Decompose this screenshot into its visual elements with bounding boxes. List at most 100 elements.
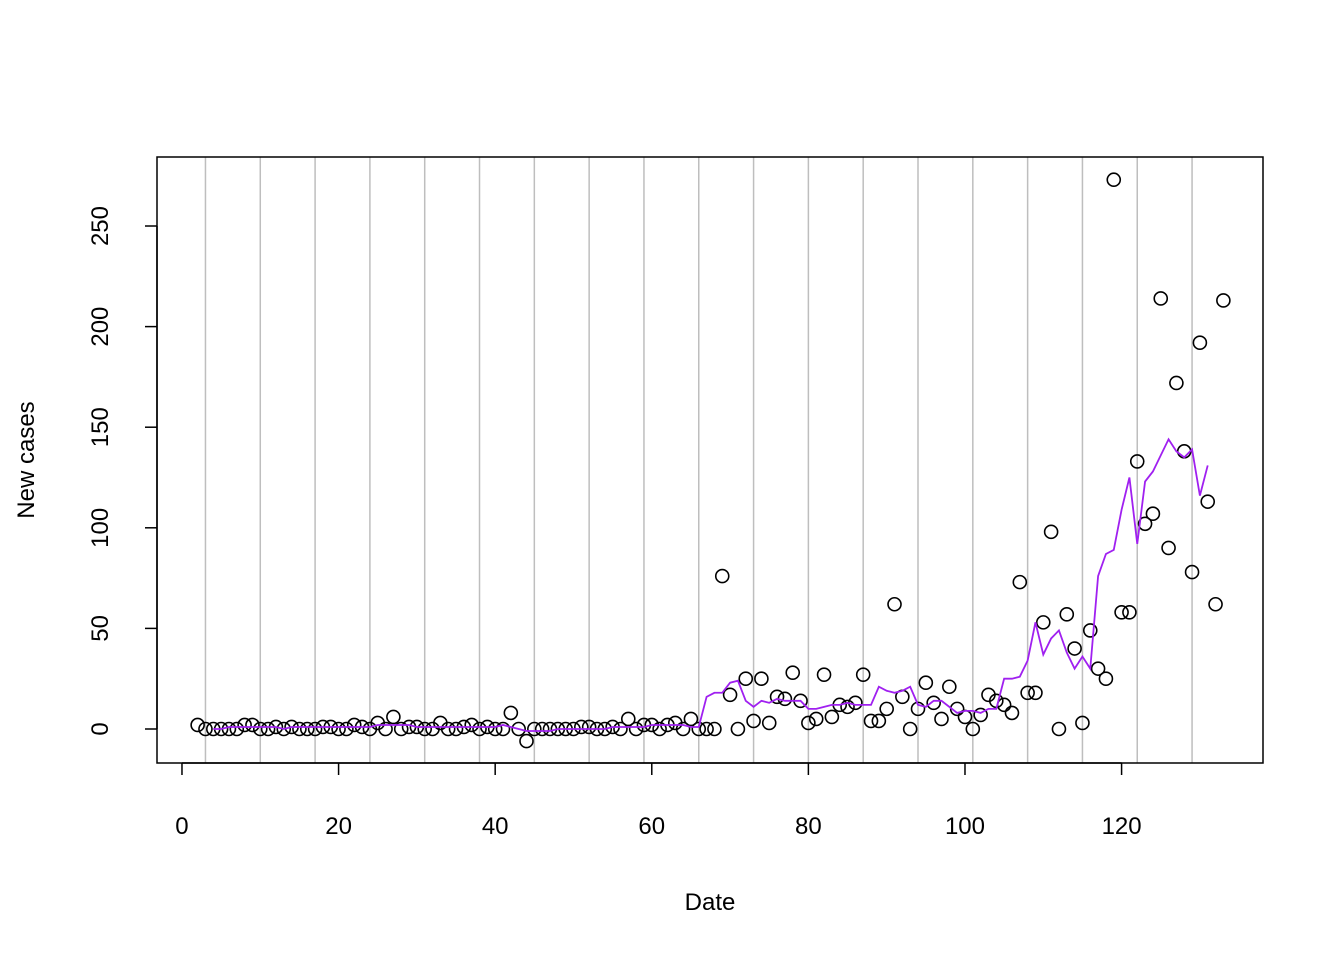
data-point — [1145, 506, 1161, 522]
data-point — [472, 721, 487, 737]
x-axis-label: Date — [685, 889, 736, 916]
data-point — [1176, 444, 1192, 459]
data-point — [331, 721, 346, 737]
data-point — [299, 721, 315, 737]
data-point — [1051, 721, 1067, 737]
data-point — [699, 721, 714, 737]
data-point — [691, 721, 707, 737]
data-point — [1200, 494, 1216, 509]
data-point — [1012, 574, 1028, 590]
data-point — [1059, 607, 1075, 622]
data-point — [1098, 671, 1114, 686]
x-tick-label: 20 — [325, 813, 352, 840]
data-point — [738, 671, 754, 686]
data-point — [1153, 291, 1169, 306]
data-point — [683, 711, 699, 727]
data-point — [198, 721, 213, 737]
data-point — [816, 667, 832, 682]
y-tick-label: 100 — [87, 508, 114, 548]
x-tick-label: 100 — [945, 813, 985, 840]
data-point — [1137, 516, 1153, 532]
data-point — [1020, 685, 1035, 701]
data-point — [393, 721, 409, 737]
data-point — [260, 721, 276, 737]
y-tick-label: 150 — [87, 407, 114, 447]
trend-line — [213, 437, 1209, 732]
data-point — [1208, 596, 1223, 612]
y-tick-label: 200 — [87, 307, 114, 347]
x-tick-label: 0 — [175, 813, 188, 840]
data-point — [965, 721, 981, 737]
data-point — [495, 721, 511, 737]
data-point — [190, 717, 205, 733]
data-point — [1028, 685, 1043, 701]
data-point — [292, 721, 307, 737]
data-point — [1161, 540, 1176, 556]
data-point — [1169, 375, 1184, 391]
y-tick-label: 50 — [87, 615, 114, 642]
data-point — [730, 721, 746, 737]
data-point — [910, 701, 926, 717]
data-point — [464, 717, 479, 733]
data-point — [801, 715, 816, 731]
data-point — [840, 699, 855, 715]
data-point — [769, 689, 785, 705]
data-point — [448, 721, 464, 737]
data-point — [855, 667, 871, 682]
data-point — [996, 697, 1012, 713]
data-point — [581, 719, 597, 735]
x-tick-label: 40 — [482, 813, 509, 840]
data-point — [378, 721, 393, 737]
data-point — [863, 713, 879, 729]
data-point — [237, 717, 252, 733]
data-point — [652, 721, 667, 737]
data-point — [707, 721, 722, 737]
plot-box — [156, 156, 1264, 764]
data-point — [276, 721, 292, 737]
data-point — [307, 721, 323, 737]
data-point — [440, 721, 456, 737]
data-point — [487, 721, 503, 737]
data-point — [1090, 661, 1106, 676]
data-point — [785, 665, 801, 680]
data-point — [714, 568, 730, 584]
x-tick-label: 120 — [1102, 813, 1142, 840]
data-point — [871, 713, 887, 729]
data-point — [527, 721, 542, 737]
data-point — [339, 721, 354, 737]
data-point — [918, 675, 934, 691]
data-point — [1035, 615, 1051, 630]
data-point — [879, 701, 894, 717]
data-point — [628, 721, 644, 737]
data-point — [722, 687, 738, 703]
data-point — [942, 679, 957, 695]
data-point — [887, 596, 902, 612]
data-point — [229, 721, 245, 737]
data-point — [761, 715, 777, 731]
data-point — [902, 721, 918, 737]
data-point — [1122, 605, 1137, 620]
data-point — [1075, 715, 1090, 731]
data-point — [746, 713, 761, 729]
data-point — [1184, 564, 1200, 580]
data-point — [613, 721, 628, 737]
data-point — [1192, 335, 1208, 351]
data-point — [620, 711, 636, 727]
data-point — [1004, 705, 1020, 721]
data-point — [503, 705, 519, 721]
data-point — [1106, 172, 1122, 188]
data-point — [754, 671, 769, 686]
data-point — [1082, 623, 1098, 638]
data-point — [511, 721, 526, 737]
y-tick-label: 0 — [87, 722, 114, 735]
data-point — [1114, 605, 1129, 620]
y-tick-label: 250 — [87, 206, 114, 246]
data-point — [252, 721, 268, 737]
data-point — [346, 717, 362, 733]
data-point — [386, 709, 401, 725]
data-point — [1043, 524, 1059, 540]
data-point — [534, 721, 550, 737]
data-point — [934, 711, 949, 727]
data-point — [519, 733, 534, 749]
